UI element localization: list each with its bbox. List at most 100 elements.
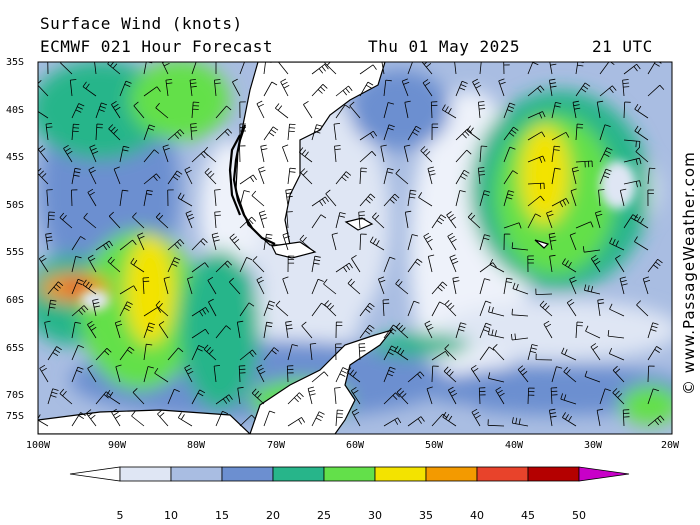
wind-barb <box>334 145 341 163</box>
wind-barb <box>107 62 121 75</box>
wind-barb <box>239 101 246 119</box>
wind-barb <box>87 320 97 339</box>
wind-barb <box>203 146 217 163</box>
wind-barb <box>143 173 161 185</box>
wind-barb <box>191 328 210 339</box>
colorbar-label: 30 <box>368 509 382 522</box>
wind-barb <box>143 307 162 317</box>
colorbar-swatch <box>425 466 478 482</box>
wind-barb <box>204 168 217 185</box>
wind-barb <box>229 277 241 295</box>
wind-barb <box>287 344 299 361</box>
wind-barb <box>335 409 344 427</box>
wind-barb <box>447 386 458 405</box>
wind-barb <box>143 343 153 361</box>
wind-barb <box>642 276 651 295</box>
wind-barb <box>274 103 289 119</box>
wind-barb <box>132 388 145 405</box>
wind-barb <box>95 391 112 405</box>
wind-barb <box>71 103 85 119</box>
wind-barb <box>503 126 519 141</box>
wind-barb <box>143 86 161 97</box>
wind-barb <box>47 299 57 317</box>
wind-barb <box>71 123 80 141</box>
wind-barb <box>258 166 266 185</box>
wind-barb <box>599 124 611 141</box>
wind-barb <box>569 276 577 295</box>
wind-barb <box>239 414 256 427</box>
wind-barb <box>71 278 84 295</box>
lat-label: 45S <box>6 152 25 163</box>
wind-barb <box>647 62 662 75</box>
wind-barb <box>335 367 349 383</box>
wind-barb <box>335 212 346 229</box>
wind-barb <box>346 367 361 383</box>
wind-barb <box>452 276 460 295</box>
wind-barb <box>359 302 375 317</box>
wind-barb <box>298 147 313 163</box>
wind-barb <box>550 387 558 405</box>
wind-barb <box>155 102 169 119</box>
wind-barb <box>285 188 293 207</box>
wind-barb <box>647 388 660 405</box>
wind-barb <box>331 232 338 251</box>
lat-label: 60S <box>6 295 25 306</box>
wind-barb <box>560 393 577 405</box>
wind-barb <box>287 255 295 273</box>
wind-barb <box>277 62 289 75</box>
wind-barb <box>143 149 160 163</box>
wind-barb <box>167 257 181 273</box>
wind-barb <box>609 237 625 251</box>
wind-barb <box>137 232 145 251</box>
wind-barb <box>455 149 472 163</box>
wind-barb <box>479 262 497 273</box>
wind-barb <box>133 101 145 119</box>
wind-barb <box>424 320 434 339</box>
wind-barb <box>444 344 457 361</box>
wind-barb <box>636 300 649 317</box>
wind-barb <box>239 349 257 361</box>
colorbar-label: 10 <box>164 509 178 522</box>
wind-barb <box>263 347 279 361</box>
wind-barb <box>215 394 233 405</box>
wind-barb <box>214 189 221 207</box>
colorbar-arrow-low <box>69 466 121 482</box>
wind-barb <box>511 242 529 251</box>
wind-barb <box>119 346 135 361</box>
lon-label: 50W <box>424 440 444 451</box>
wind-barb <box>584 284 601 295</box>
wind-barb <box>455 322 467 339</box>
wind-barb <box>447 232 457 251</box>
colorbar-swatch <box>272 466 325 482</box>
wind-barb <box>380 144 387 163</box>
wind-barb <box>95 102 108 119</box>
wind-barb <box>258 210 268 229</box>
wind-barb <box>335 262 353 273</box>
wind-barb <box>311 371 329 383</box>
wind-barb <box>492 344 505 361</box>
wind-barb <box>647 84 665 97</box>
wind-barb <box>369 236 385 251</box>
wind-barb <box>256 100 265 119</box>
antarctic-peninsula-land <box>249 328 394 434</box>
wind-barb <box>87 188 97 207</box>
colorbar-swatch <box>221 466 274 482</box>
wind-barb <box>623 139 641 148</box>
wind-barb <box>647 189 654 207</box>
wind-barb <box>167 129 185 141</box>
wind-barb <box>263 410 276 427</box>
wind-barb <box>71 167 81 185</box>
wind-barb <box>106 389 121 405</box>
wind-barb <box>287 123 296 141</box>
wind-barb <box>479 322 492 339</box>
wind-barb <box>383 345 397 361</box>
wind-barb <box>381 62 385 75</box>
wind-barb <box>488 306 505 317</box>
wind-barb <box>155 212 169 229</box>
wind-barb <box>575 221 594 229</box>
wind-barb <box>38 414 49 427</box>
wind-barb <box>546 210 554 229</box>
wind-barb <box>154 367 169 383</box>
credit-watermark: © www.PassageWeather.com <box>680 151 698 395</box>
